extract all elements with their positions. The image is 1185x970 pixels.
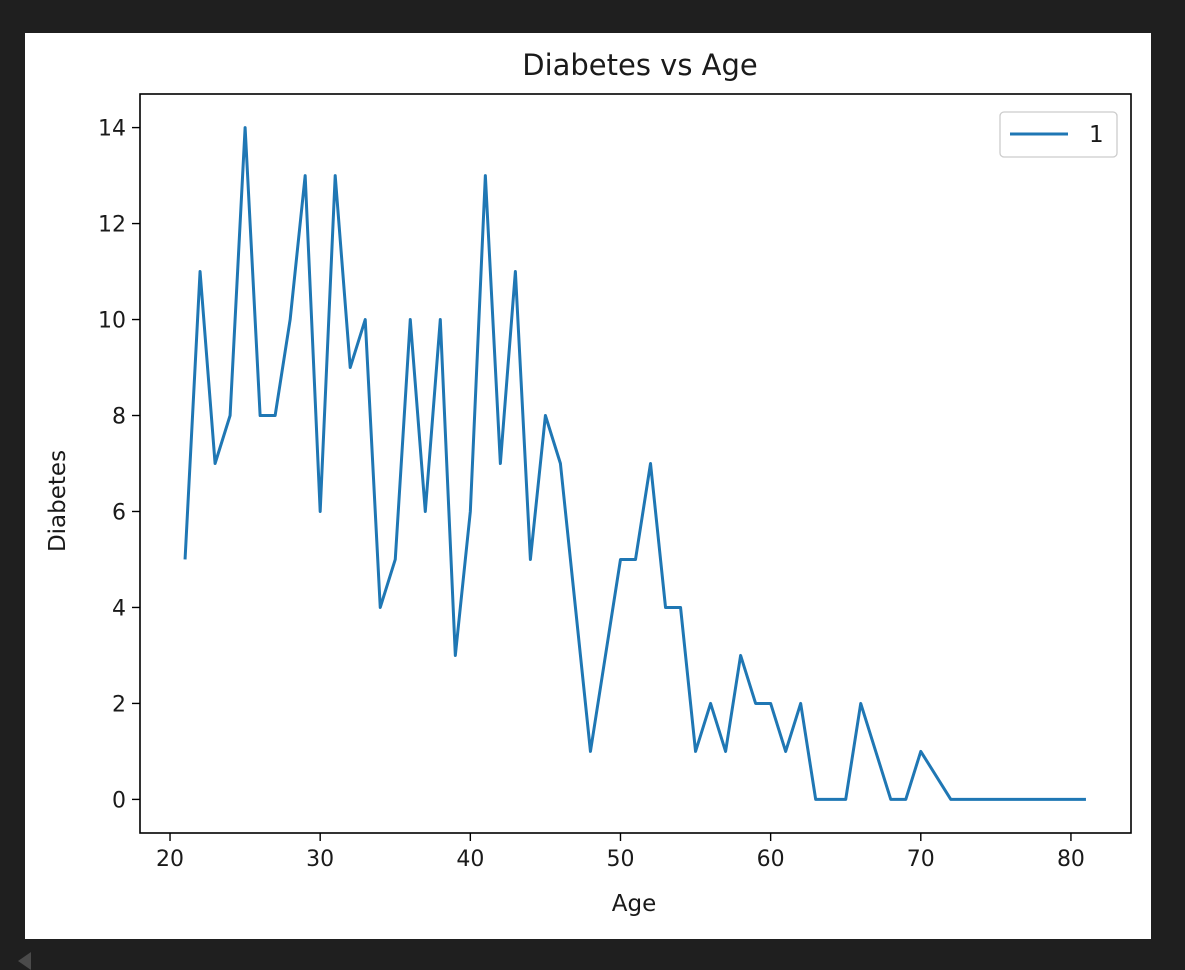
series-line-1 xyxy=(185,128,1086,800)
legend-label: 1 xyxy=(1089,122,1104,148)
x-axis-label: Age xyxy=(612,891,656,917)
y-axis-label: Diabetes xyxy=(45,450,71,552)
y-tick-label: 6 xyxy=(112,500,126,525)
y-tick-label: 12 xyxy=(98,213,126,238)
x-tick-label: 20 xyxy=(156,847,184,872)
scroll-left-arrow-icon[interactable] xyxy=(18,952,31,970)
x-tick-label: 50 xyxy=(606,847,634,872)
y-tick-label: 2 xyxy=(112,692,126,717)
y-tick-label: 8 xyxy=(112,405,126,430)
axes-frame xyxy=(140,94,1131,833)
x-tick-label: 80 xyxy=(1057,847,1085,872)
y-tick-label: 10 xyxy=(98,309,126,334)
x-tick-label: 30 xyxy=(306,847,334,872)
chart-title: Diabetes vs Age xyxy=(522,48,758,82)
legend: 1 xyxy=(1000,112,1117,157)
axis-ticks: 20 30 40 50 60 70 80 0 2 4 6 8 10 12 14 xyxy=(98,117,1085,872)
x-tick-label: 40 xyxy=(456,847,484,872)
y-tick-label: 0 xyxy=(112,788,126,813)
plot-area xyxy=(185,128,1086,800)
x-tick-label: 60 xyxy=(757,847,785,872)
y-tick-label: 14 xyxy=(98,117,126,142)
x-tick-label: 70 xyxy=(907,847,935,872)
y-tick-label: 4 xyxy=(112,596,126,621)
